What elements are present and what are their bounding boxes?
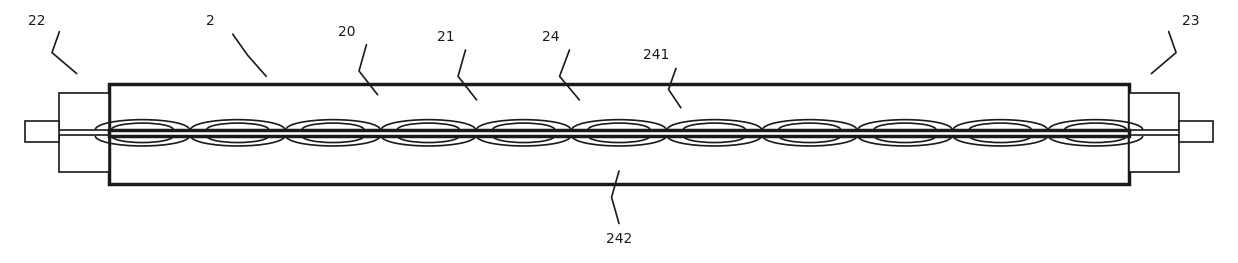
Bar: [1179, 121, 1213, 142]
Text: 24: 24: [542, 30, 560, 44]
Text: 23: 23: [1182, 14, 1200, 28]
Text: 20: 20: [338, 24, 355, 39]
Text: 242: 242: [605, 232, 633, 246]
Bar: [59, 93, 109, 130]
Text: 241: 241: [643, 48, 670, 62]
Text: 21: 21: [437, 30, 454, 44]
Bar: [25, 121, 59, 142]
Bar: [59, 135, 109, 172]
Bar: [109, 84, 1129, 184]
Bar: [1129, 135, 1179, 172]
Bar: [1129, 93, 1179, 130]
Text: 2: 2: [206, 14, 215, 28]
Text: 22: 22: [28, 14, 46, 28]
